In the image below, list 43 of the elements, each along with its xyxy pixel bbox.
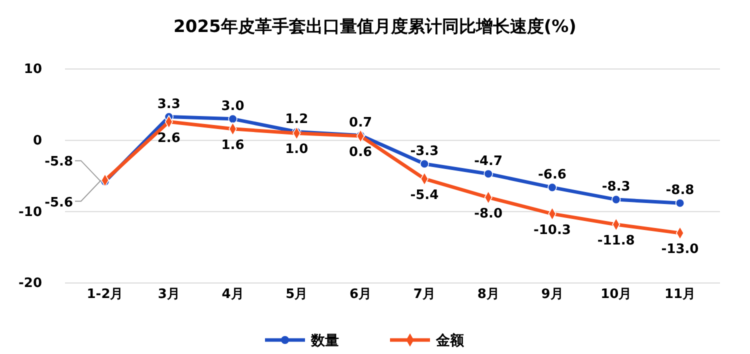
y-tick-label: -20 [18, 276, 42, 292]
y-tick-label: 0 [32, 133, 42, 148]
data-label: -6.6 [538, 167, 566, 182]
x-tick-label: 3月 [158, 287, 180, 302]
data-label: -4.7 [474, 154, 503, 169]
x-tick-label: 4月 [222, 287, 244, 302]
data-label: 1.6 [221, 138, 244, 153]
chart-title: 2025年皮革手套出口量值月度累计同比增长速度(%) [174, 17, 576, 37]
data-label: 3.0 [221, 98, 244, 114]
x-tick-label: 11月 [664, 287, 696, 302]
point [612, 194, 621, 204]
point [484, 169, 493, 178]
data-label: -13.0 [661, 242, 699, 258]
data-label: -8.0 [474, 206, 503, 222]
y-tick-label: 10 [24, 62, 42, 78]
x-tick-label: 5月 [286, 287, 308, 302]
y-tick-label: -10 [18, 204, 42, 220]
point [420, 159, 430, 168]
data-label: -5.8 [44, 154, 73, 170]
x-tick-label: 8月 [477, 287, 500, 302]
data-label: -8.3 [602, 180, 630, 195]
x-tick-label: 7月 [413, 287, 436, 302]
data-label: -5.4 [410, 188, 439, 203]
x-tick-label: 10月 [600, 287, 632, 302]
data-label: 2.6 [157, 130, 180, 146]
data-label: 0.6 [349, 145, 372, 160]
data-label: 1.2 [285, 112, 308, 127]
x-tick-label: 9月 [541, 287, 564, 302]
data-label: 0.7 [349, 115, 372, 130]
legend-label: 金额 [435, 332, 465, 349]
point [228, 114, 238, 124]
data-label: -3.3 [410, 144, 439, 159]
data-label: 3.3 [157, 96, 180, 112]
point [675, 198, 685, 208]
x-tick-label: 1-2月 [86, 287, 124, 302]
point [548, 182, 557, 192]
data-label: -11.8 [597, 234, 635, 249]
data-label: 1.0 [285, 142, 308, 158]
data-label: -5.6 [44, 195, 73, 210]
x-tick-label: 6月 [350, 287, 372, 302]
legend-label: 数量 [310, 333, 339, 349]
data-label: -10.3 [533, 222, 571, 238]
data-label: -8.8 [666, 183, 694, 198]
